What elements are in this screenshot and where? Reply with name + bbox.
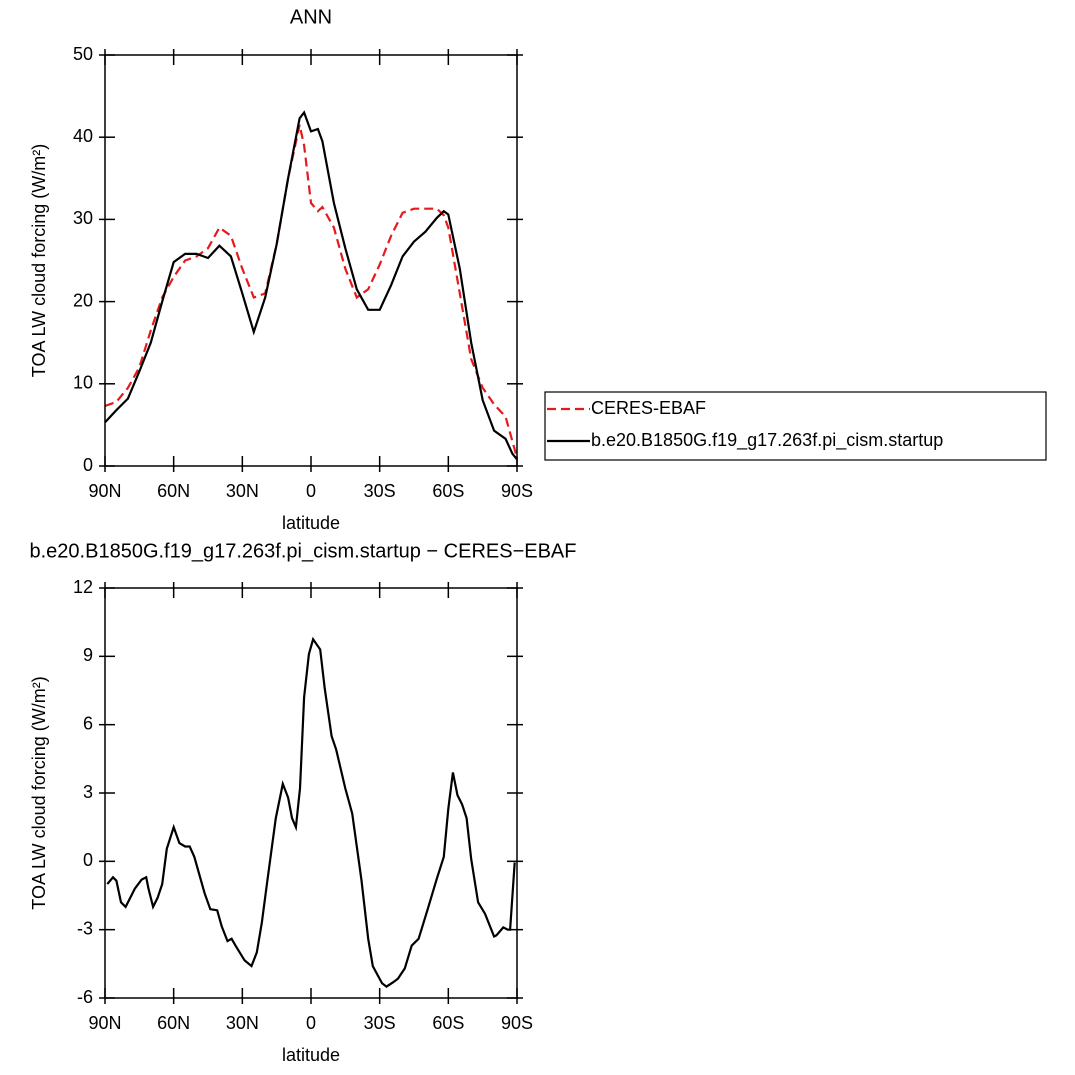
y-axis-label: TOA LW cloud forcing (W/m²)	[29, 144, 49, 377]
series-line	[106, 636, 516, 988]
y-tick-label: 6	[83, 713, 93, 733]
y-axis-label: TOA LW cloud forcing (W/m²)	[29, 676, 49, 909]
x-tick-label: 0	[306, 481, 316, 501]
x-tick-label: 0	[306, 1013, 316, 1033]
x-tick-label: 30S	[364, 481, 396, 501]
y-tick-label: 40	[73, 126, 93, 146]
y-tick-label: 12	[73, 577, 93, 597]
y-tick-label: 20	[73, 290, 93, 310]
x-tick-label: 90N	[88, 481, 121, 501]
y-tick-label: 9	[83, 645, 93, 665]
x-tick-label: 90S	[501, 481, 533, 501]
legend-label: CERES-EBAF	[591, 398, 706, 418]
y-tick-label: 30	[73, 208, 93, 228]
chart-title: b.e20.B1850G.f19_g17.263f.pi_cism.startu…	[30, 540, 577, 562]
y-tick-label: -3	[77, 918, 93, 938]
y-tick-label: -6	[77, 987, 93, 1007]
x-tick-label: 90S	[501, 1013, 533, 1033]
x-tick-label: 60N	[157, 1013, 190, 1033]
y-tick-label: 0	[83, 455, 93, 475]
chart-title: ANN	[290, 6, 332, 28]
y-tick-label: 10	[73, 373, 93, 393]
x-axis-label: latitude	[282, 1045, 340, 1065]
y-tick-label: 50	[73, 44, 93, 64]
y-tick-label: 3	[83, 782, 93, 802]
x-tick-label: 90N	[88, 1013, 121, 1033]
x-tick-label: 30N	[226, 1013, 259, 1033]
legend-box	[544, 391, 1047, 461]
x-tick-label: 30S	[364, 1013, 396, 1033]
y-tick-label: 0	[83, 850, 93, 870]
x-tick-label: 60N	[157, 481, 190, 501]
legend-label: b.e20.B1850G.f19_g17.263f.pi_cism.startu…	[591, 430, 943, 451]
x-tick-label: 60S	[432, 481, 464, 501]
x-axis-label: latitude	[282, 513, 340, 533]
series-line	[104, 124, 519, 459]
series-line	[104, 110, 518, 461]
plot-frame	[104, 54, 518, 467]
x-tick-label: 60S	[432, 1013, 464, 1033]
x-tick-label: 30N	[226, 481, 259, 501]
